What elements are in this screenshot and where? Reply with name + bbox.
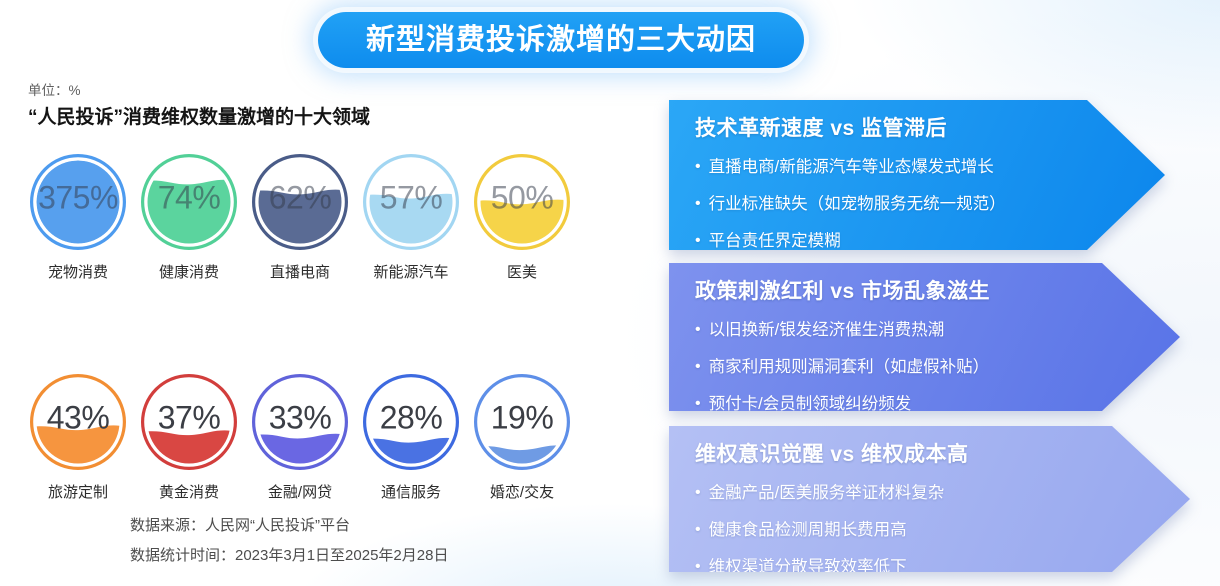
bullet-dot-icon: • [695,484,701,501]
data-period-line: 数据统计时间：2023年3月1日至2025年2月28日 [130,547,449,564]
reason-arrow-body: 政策刺激红利 vs 市场乱象滋生 • 以旧换新/银发经济催生消费热潮 • 商家利用规则… [669,263,1180,411]
gauge-circle: 62% [250,152,350,252]
gauge-circle: 74% [139,152,239,252]
reason-arrow: 维权意识觉醒 vs 维权成本高 • 金融产品/医美服务举证材料复杂 • 健康食品检测周… [669,426,1190,572]
gauge-label: 健康消费 [158,264,219,281]
reason-bullet-text: 以旧换新/银发经济催生消费热潮 [708,321,945,339]
gauge-value: 28% [379,399,443,436]
gauge-value: 57% [379,179,443,216]
reason-arrow: 政策刺激红利 vs 市场乱象滋生 • 以旧换新/银发经济催生消费热潮 • 商家利用规则… [669,263,1180,411]
gauge-circle: 28% [361,372,461,472]
reason-bullet: • 健康食品检测周期长费用高 [695,518,1095,542]
reason-bullet-text: 行业标准缺失（如宠物服务无统一规范） [708,195,1006,213]
gauge-row-2: 43% 旅游定制 37% 黄金消费 33% 金融/网贷 [28,372,572,502]
gauge-label: 黄金消费 [158,484,219,501]
reason-title: 技术革新速度 vs 监管滞后 [695,117,948,140]
liquid-gauge-icon [362,153,460,251]
gauge-value: 50% [490,179,554,216]
gauge-circle: 50% [472,152,572,252]
gauge-value: 19% [490,399,554,436]
reason-bullet-text: 商家利用规则漏洞套利（如虚假补贴） [708,358,990,376]
chart-subtitle: “人民投诉”消费维权数量激增的十大领域 [28,107,371,128]
reason-bullet: • 商家利用规则漏洞套利（如虚假补贴） [695,355,1085,379]
reason-bullet-text: 维权渠道分散导致效率低下 [708,558,907,576]
reason-arrow-body: 维权意识觉醒 vs 维权成本高 • 金融产品/医美服务举证材料复杂 • 健康食品检测周… [669,426,1190,572]
reason-bullet-text: 预付卡/会员制领域纠纷频发 [708,395,912,413]
liquid-gauge-icon [140,153,238,251]
reason-bullet: • 金融产品/医美服务举证材料复杂 [695,481,1095,505]
gauge-circle: 37% [139,372,239,472]
unit-label: 单位：% [28,83,81,98]
gauge-item: 33% 金融/网贷 [250,372,350,502]
page-title: 新型消费投诉激增的三大动因 [365,24,756,56]
liquid-gauge-icon [29,373,127,471]
reason-bullet: • 直播电商/新能源汽车等业态爆发式增长 [695,155,1070,179]
reason-title: 维权意识觉醒 vs 维权成本高 [695,443,969,466]
reason-bullet: • 以旧换新/银发经济催生消费热潮 [695,318,1085,342]
reason-bullet-text: 健康食品检测周期长费用高 [708,521,907,539]
gauge-label: 金融/网贷 [267,484,333,501]
gauge-circle: 33% [250,372,350,472]
gauge-item: 28% 通信服务 [361,372,461,502]
gauge-circle: 57% [361,152,461,252]
gauge-item: 74% 健康消费 [139,152,239,282]
title-banner: 新型消费投诉激增的三大动因 [318,12,804,68]
gauge-circle: 375% [28,152,128,252]
gauge-value: 37% [157,399,221,436]
gauge-item: 37% 黄金消费 [139,372,239,502]
liquid-gauge-icon [251,153,349,251]
gauge-value: 33% [268,399,332,436]
reason-bullet: • 维权渠道分散导致效率低下 [695,555,1095,579]
gauge-label: 宠物消费 [47,264,108,281]
gauge-item: 19% 婚恋/交友 [472,372,572,502]
gauge-item: 57% 新能源汽车 [361,152,461,282]
bullet-dot-icon: • [695,232,701,249]
data-source-line: 数据来源：人民网“人民投诉”平台 [130,517,350,534]
bullet-dot-icon: • [695,358,701,375]
reason-bullet-text: 金融产品/医美服务举证材料复杂 [708,484,945,502]
liquid-gauge-icon [362,373,460,471]
bullet-dot-icon: • [695,395,701,412]
gauge-item: 375% 宠物消费 [28,152,128,282]
gauge-label: 新能源汽车 [373,264,449,281]
gauge-label: 旅游定制 [47,484,108,501]
gauge-label: 医美 [506,264,537,281]
reason-bullet-text: 直播电商/新能源汽车等业态爆发式增长 [708,158,994,176]
bullet-dot-icon: • [695,158,701,175]
reason-bullet: • 平台责任界定模糊 [695,229,1070,253]
gauge-label: 婚恋/交友 [489,484,555,501]
gauge-item: 50% 医美 [472,152,572,282]
gauge-value: 62% [268,179,332,216]
gauge-row-1: 375% 宠物消费 74% 健康消费 62% 直播电商 [28,152,572,282]
liquid-gauge-icon [473,373,571,471]
reason-bullet-text: 平台责任界定模糊 [708,232,841,250]
reason-title: 政策刺激红利 vs 市场乱象滋生 [695,280,991,303]
gauge-label: 通信服务 [380,484,441,501]
bullet-dot-icon: • [695,558,701,575]
gauge-item: 43% 旅游定制 [28,372,128,502]
gauge-value: 375% [38,179,118,216]
gauge-value: 43% [46,399,110,436]
bullet-dot-icon: • [695,321,701,338]
gauge-item: 62% 直播电商 [250,152,350,282]
liquid-gauge-icon [140,373,238,471]
liquid-gauge-icon [251,373,349,471]
reason-arrow-body: 技术革新速度 vs 监管滞后 • 直播电商/新能源汽车等业态爆发式增长 • 行业标准缺… [669,100,1165,250]
gauge-circle: 43% [28,372,128,472]
gauge-circle: 19% [472,372,572,472]
reasons-panel: 技术革新速度 vs 监管滞后 • 直播电商/新能源汽车等业态爆发式增长 • 行业标准缺… [669,100,1209,580]
bullet-dot-icon: • [695,195,701,212]
reason-bullet: • 预付卡/会员制领域纠纷频发 [695,392,1085,416]
liquid-gauge-icon [473,153,571,251]
liquid-gauge-icon [29,153,127,251]
gauge-value: 74% [157,179,221,216]
bullet-dot-icon: • [695,521,701,538]
gauge-label: 直播电商 [269,264,330,281]
reason-arrow: 技术革新速度 vs 监管滞后 • 直播电商/新能源汽车等业态爆发式增长 • 行业标准缺… [669,100,1165,250]
reason-bullet: • 行业标准缺失（如宠物服务无统一规范） [695,192,1070,216]
